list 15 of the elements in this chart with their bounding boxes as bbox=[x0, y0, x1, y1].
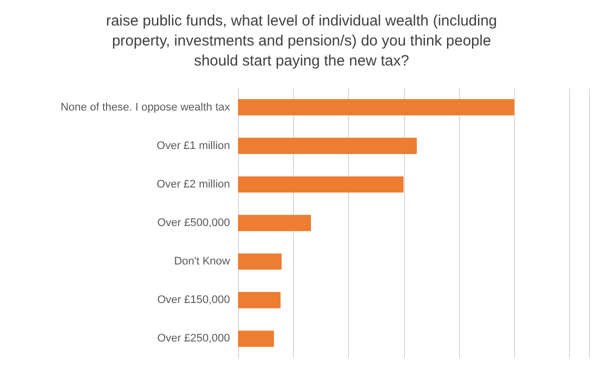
y-tick-label: Don't Know bbox=[174, 256, 230, 268]
bar bbox=[238, 138, 417, 154]
bar bbox=[238, 253, 282, 270]
y-tick-label: Over £1 million bbox=[156, 140, 230, 152]
bar bbox=[238, 214, 311, 232]
bar bbox=[238, 176, 404, 193]
y-tick-label: Over £250,000 bbox=[157, 332, 230, 345]
bar bbox=[238, 99, 514, 116]
chart-title: raise public funds, what level of individual wealth (including property, investments and pension/s) do you think people should start paying the new tax? bbox=[106, 12, 498, 70]
bar bbox=[238, 330, 274, 347]
bar bbox=[238, 292, 281, 308]
y-tick-label: Over £2 million bbox=[156, 178, 230, 190]
y-tick-label: Over £150,000 bbox=[157, 294, 230, 306]
y-tick-label: Over £500,000 bbox=[157, 217, 230, 229]
y-tick-label: None of these. I oppose wealth tax bbox=[60, 101, 230, 114]
